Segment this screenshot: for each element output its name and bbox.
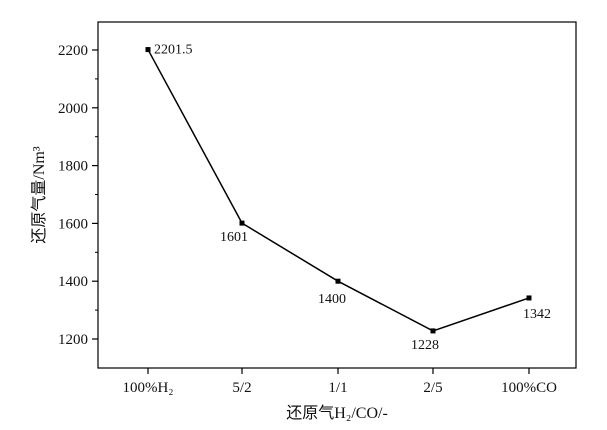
- data-label: 1342: [523, 307, 551, 322]
- data-point: [335, 278, 341, 284]
- y-tick-label: 2000: [58, 101, 88, 117]
- x-axis-ticks: 100%H₂ 5/2 1/1 2/5 100%CO: [122, 368, 557, 396]
- y-axis-label: 还原气量/Nm³: [30, 146, 48, 243]
- y-tick-label: 2200: [58, 43, 88, 59]
- y-tick-label: 1800: [58, 159, 88, 175]
- series-line: [147, 49, 530, 332]
- x-tick-label: 100%CO: [501, 380, 557, 396]
- data-label: 1601: [220, 230, 248, 245]
- x-tick-label: 5/2: [232, 380, 251, 396]
- data-label: 1400: [318, 292, 346, 307]
- y-axis-ticks: 1200 1400 1600 1800 2000 2200: [58, 43, 98, 348]
- data-labels: 2201.5 1601 1400 1228 1342: [154, 43, 551, 353]
- y-tick-label: 1200: [58, 332, 88, 348]
- data-point: [526, 295, 532, 301]
- data-series: [145, 47, 532, 334]
- x-tick-label: 1/1: [328, 380, 347, 396]
- plot-frame: [97, 21, 577, 369]
- data-label: 2201.5: [154, 43, 193, 58]
- y-tick-label: 1600: [58, 216, 88, 232]
- data-point: [145, 47, 151, 53]
- data-point: [239, 220, 245, 226]
- x-axis-label: 还原气H₂/CO/-: [286, 404, 388, 422]
- y-tick-label: 1400: [58, 274, 88, 290]
- data-label: 1228: [411, 338, 439, 353]
- x-tick-label: 2/5: [423, 380, 442, 396]
- x-tick-label: 100%H₂: [122, 380, 173, 396]
- data-point: [430, 328, 436, 334]
